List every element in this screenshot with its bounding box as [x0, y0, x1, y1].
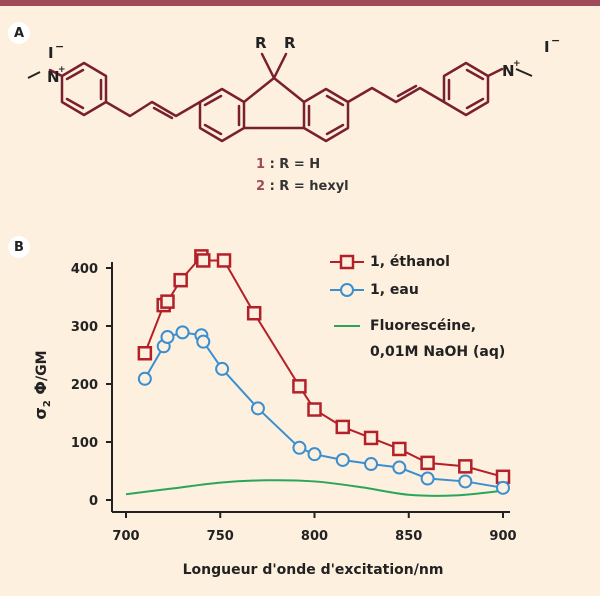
data-point-ethanol [196, 253, 211, 268]
legend-item-ethanol: 1, éthanol [330, 252, 590, 272]
series-line-fluoresceine [125, 479, 504, 497]
data-point-eau [420, 471, 435, 486]
legend-line-marker [334, 325, 360, 327]
chart-axes: 0 100 200 300 400 700 750 800 850 900 [71, 262, 517, 544]
data-point-ethanol [160, 294, 175, 309]
legend-label-fluoresceine-1: Fluorescéine, [370, 318, 477, 334]
panel-label-b: B [8, 236, 30, 258]
data-point-eau [137, 371, 152, 386]
chart-lines [125, 254, 504, 497]
legend-square-marker [330, 254, 364, 270]
legend-item-eau: 1, eau [330, 280, 590, 300]
data-point-eau [215, 361, 230, 376]
legend-label-ethanol: 1, éthanol [370, 254, 450, 270]
iodide-right: I [544, 38, 550, 56]
series-line-ethanol [143, 254, 504, 478]
data-point-eau [175, 325, 190, 340]
data-point-ethanol [335, 419, 351, 435]
svg-text:−: − [55, 40, 64, 53]
y-tick-label-300: 300 [71, 320, 98, 335]
x-tick-label-850: 850 [395, 529, 422, 544]
y-axis-label: σ2 Φ/GM [31, 350, 53, 419]
nitrogen-right: N [502, 62, 515, 80]
data-point-ethanol [216, 253, 232, 268]
data-point-ethanol [292, 379, 307, 394]
compound-1-label: 1 : R = H [256, 157, 320, 172]
series-line-eau [143, 331, 504, 489]
fluorene-right-ring [302, 87, 350, 143]
x-tick-label-750: 750 [207, 529, 234, 544]
r-group-left: R [255, 34, 267, 52]
y-tick-label-0: 0 [89, 494, 98, 509]
data-point-ethanol [246, 305, 262, 321]
data-point-ethanol [392, 441, 407, 457]
nitrogen-left: N [47, 68, 60, 86]
x-axis-label: Longueur d'onde d'excitation/nm [183, 562, 444, 578]
data-point-eau [392, 460, 407, 475]
top-accent-bar [0, 0, 600, 6]
data-point-eau [364, 457, 379, 472]
legend-item-fluoresceine: Fluorescéine, [330, 316, 590, 336]
iodide-left: I [48, 44, 54, 62]
left-vinylene [104, 100, 202, 118]
svg-text:+: + [513, 59, 521, 69]
data-point-ethanol [363, 430, 379, 446]
data-point-eau [496, 480, 510, 495]
data-point-eau [250, 401, 265, 416]
legend-label-fluoresceine-2: 0,01M NaOH (aq) [370, 344, 506, 360]
x-tick-label-700: 700 [112, 529, 139, 544]
chart-markers [137, 249, 511, 495]
y-tick-label-400: 400 [71, 262, 98, 277]
data-point-eau [196, 334, 211, 349]
compound-2-label: 2 : R = hexyl [256, 179, 349, 194]
legend-circle-marker [330, 283, 364, 297]
legend-label-eau: 1, eau [370, 282, 419, 298]
legend-item-fluoresceine-line2: 0,01M NaOH (aq) [370, 342, 600, 362]
svg-text:+: + [58, 65, 66, 75]
svg-text:−: − [551, 34, 560, 47]
data-point-ethanol [173, 272, 188, 288]
right-vinylene [346, 86, 446, 104]
y-tick-label-200: 200 [71, 378, 98, 393]
data-point-ethanol [420, 455, 435, 471]
data-point-eau [292, 440, 307, 455]
data-point-eau [307, 447, 322, 462]
data-point-ethanol [307, 402, 322, 417]
data-point-eau [335, 452, 350, 467]
data-point-eau [458, 474, 473, 489]
data-point-eau [160, 330, 175, 345]
panel-label-a: A [8, 22, 30, 44]
chemical-structure: N + I − N + I − R R 1 : R = H 2 : R = he… [27, 34, 560, 194]
data-point-ethanol [458, 459, 473, 474]
y-tick-label-100: 100 [71, 436, 98, 451]
r-group-right: R [284, 34, 296, 52]
x-tick-label-900: 900 [489, 529, 516, 544]
x-tick-label-800: 800 [301, 529, 328, 544]
data-point-ethanol [137, 346, 153, 361]
